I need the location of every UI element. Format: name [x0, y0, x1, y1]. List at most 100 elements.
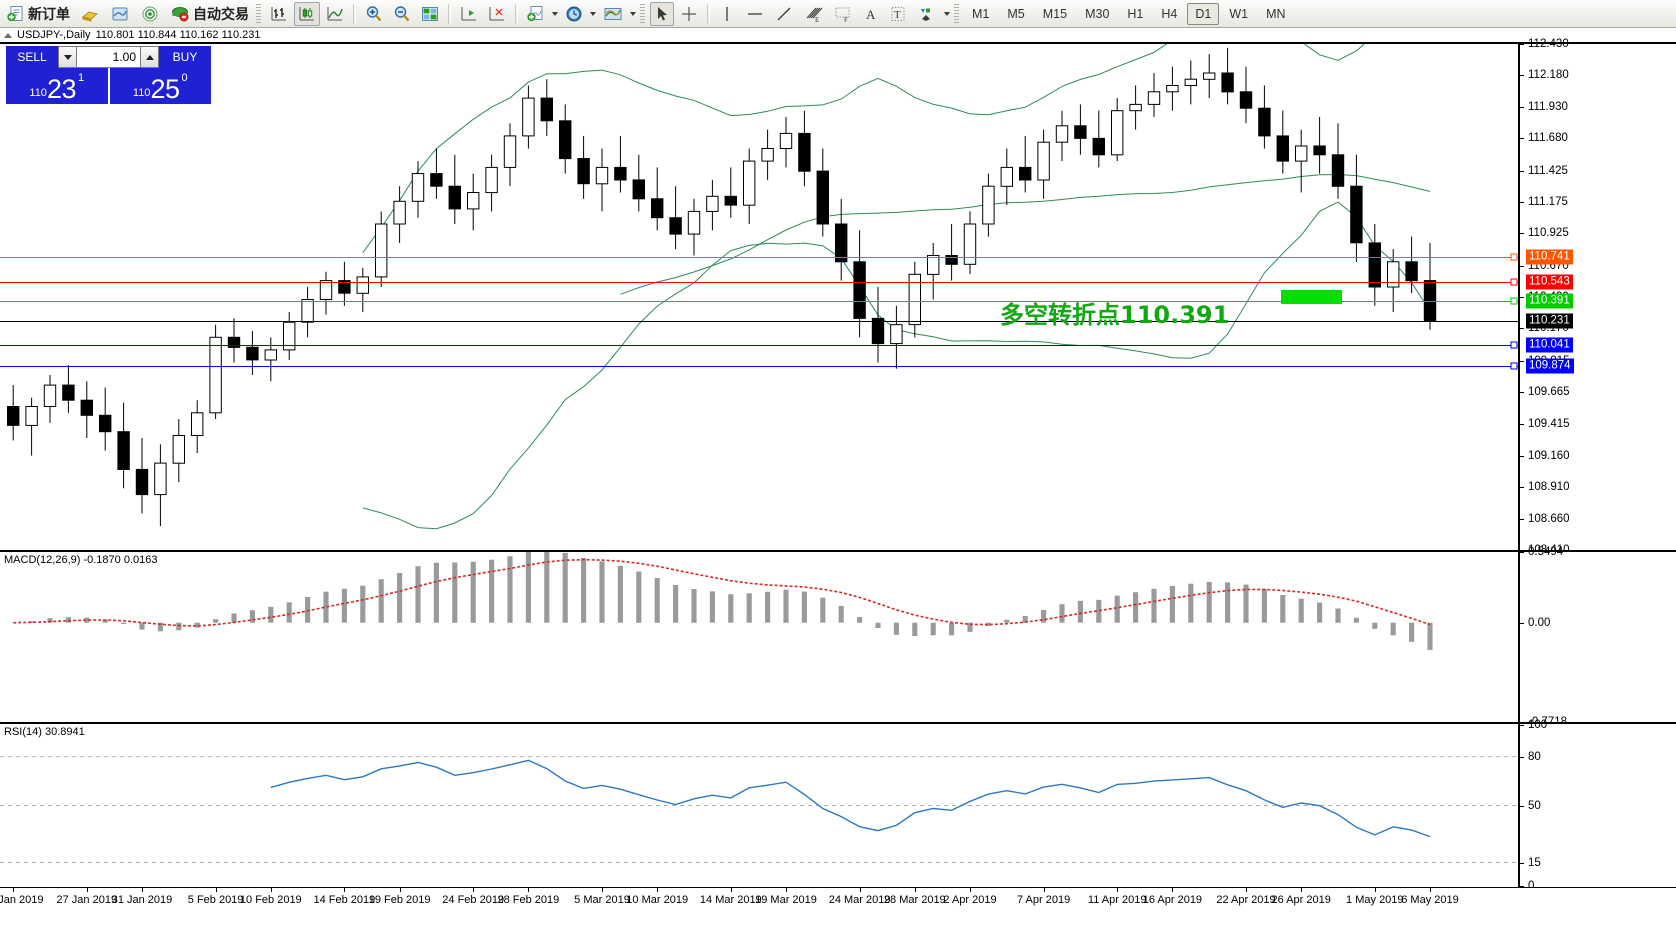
volume-increment-button[interactable]	[140, 46, 159, 68]
price-level-line[interactable]	[0, 281, 1518, 283]
date-axis-label: 28 Feb 2019	[497, 894, 560, 906]
toolbar-separator-2	[448, 3, 451, 24]
bar-chart-icon[interactable]	[266, 2, 292, 26]
gold-bars-icon[interactable]	[76, 2, 104, 26]
volume-stepper[interactable]: 1.00	[58, 46, 159, 68]
price-level-tag[interactable]: 110.391	[1526, 293, 1573, 309]
price-level-line[interactable]	[0, 300, 1518, 302]
timeframe-m1[interactable]: M1	[972, 6, 990, 21]
one-click-trading-panel[interactable]: SELL 1.00 BUY 110 23 1 110 25 0	[6, 46, 211, 104]
date-axis-tick	[344, 888, 346, 892]
date-axis-tick	[86, 888, 88, 892]
period-clock-icon[interactable]	[561, 2, 587, 26]
period-dropdown-caret[interactable]	[587, 3, 598, 25]
sell-price-big: 23	[46, 74, 77, 104]
add-indicator-icon[interactable]	[523, 2, 549, 26]
price-axis[interactable]: 112.430 112.180 111.930 111.680 111.425 111.1…	[1518, 38, 1676, 556]
timeframe-m30[interactable]: M30	[1085, 6, 1110, 21]
buy-price-button[interactable]: 110 25 0	[109, 68, 211, 104]
svg-text:E: E	[815, 16, 819, 23]
price-level-handle[interactable]	[1510, 278, 1518, 286]
crosshair-grid-icon[interactable]	[484, 2, 510, 26]
price-level-tag[interactable]: 110.741	[1526, 249, 1573, 265]
signal-icon[interactable]	[136, 2, 164, 26]
text-label-icon[interactable]: F	[829, 2, 857, 26]
price-level-line[interactable]	[0, 344, 1518, 346]
line-chart-icon[interactable]	[322, 2, 348, 26]
indicator-dropdown-caret[interactable]	[549, 3, 560, 25]
price-level-handle[interactable]	[1510, 297, 1518, 305]
sell-price-button[interactable]: 110 23 1	[6, 68, 108, 104]
macd-title: MACD(12,26,9) -0.1870 0.0163	[4, 554, 158, 566]
buy-button-label[interactable]: BUY	[159, 46, 211, 68]
oct-price-row: 110 23 1 110 25 0	[6, 68, 211, 104]
timeframe-mn[interactable]: MN	[1266, 6, 1286, 21]
macd-plot-area[interactable]	[0, 552, 1518, 722]
timeframe-m5[interactable]: M5	[1007, 6, 1025, 21]
date-axis-tick	[473, 888, 475, 892]
price-axis-label: 109.665	[1528, 386, 1570, 399]
price-level-handle[interactable]	[1510, 253, 1518, 261]
date-axis-tick	[1172, 888, 1174, 892]
zoom-in-icon[interactable]	[361, 2, 387, 26]
collapse-triangle-icon[interactable]	[4, 32, 12, 38]
buy-price-big: 25	[150, 74, 180, 104]
date-axis-tick	[399, 888, 401, 892]
vline-icon[interactable]	[715, 2, 739, 26]
price-level-tag[interactable]: 110.041	[1526, 337, 1573, 353]
hline-icon[interactable]	[741, 2, 769, 26]
candlestick-icon[interactable]	[294, 1, 320, 26]
price-axis-label: 112.180	[1528, 69, 1569, 82]
cursor-icon[interactable]	[650, 1, 674, 26]
autotrading-icon[interactable]: 自动交易	[166, 2, 253, 26]
rsi-axis-tick	[1520, 805, 1524, 807]
toolbar-grip-2[interactable]	[640, 3, 645, 24]
toolbar-grip[interactable]	[256, 3, 261, 24]
zoom-out-icon[interactable]	[389, 2, 415, 26]
date-axis-tick	[1301, 888, 1303, 892]
date-axis-tick	[657, 888, 659, 892]
rsi-axis-label: 80	[1528, 750, 1541, 763]
date-axis-label: 2 Apr 2019	[943, 894, 997, 906]
templates-icon[interactable]	[599, 2, 627, 26]
textbox-icon[interactable]: T	[885, 2, 911, 26]
shift-end-icon[interactable]	[456, 2, 482, 26]
volume-decrement-button[interactable]	[58, 46, 77, 68]
price-level-handle[interactable]	[1510, 341, 1518, 349]
price-level-tag[interactable]: 109.874	[1526, 358, 1574, 374]
price-level-tag[interactable]: 110.543	[1526, 274, 1573, 290]
rsi-plot-area[interactable]	[0, 724, 1518, 887]
sell-button-label[interactable]: SELL	[6, 46, 58, 68]
timeframe-m15[interactable]: M15	[1042, 6, 1068, 21]
shapes-icon[interactable]	[913, 2, 941, 26]
price-axis-tick	[1520, 170, 1524, 172]
price-level-tag[interactable]: 110.231	[1526, 313, 1573, 329]
tile-windows-icon[interactable]	[417, 2, 443, 26]
price-level-line[interactable]	[0, 320, 1518, 322]
timeframe-h1[interactable]: H1	[1127, 6, 1144, 21]
templates-dropdown-caret[interactable]	[627, 3, 638, 25]
shapes-dropdown-caret[interactable]	[941, 3, 952, 25]
timeframe-d1[interactable]: D1	[1187, 2, 1220, 25]
highlight-rectangle	[1281, 290, 1342, 304]
crosshair-icon[interactable]	[676, 2, 702, 26]
price-axis-label: 109.415	[1528, 417, 1570, 430]
volume-input[interactable]: 1.00	[77, 46, 140, 68]
timeframe-w1[interactable]: W1	[1229, 6, 1249, 21]
trendline-icon[interactable]	[771, 2, 797, 26]
text-icon[interactable]: A	[859, 2, 883, 26]
date-axis-label: 7 Apr 2019	[1016, 894, 1071, 906]
price-level-line[interactable]	[0, 365, 1518, 367]
price-level-handle[interactable]	[1510, 362, 1518, 370]
date-axis-label: 11 Apr 2019	[1087, 894, 1147, 906]
date-axis-tick	[1374, 888, 1376, 892]
oct-top-row: SELL 1.00 BUY	[6, 46, 211, 68]
terminal-icon[interactable]	[106, 2, 134, 26]
new-order-button[interactable]: 新订单	[3, 2, 74, 26]
price-level-line[interactable]	[0, 256, 1518, 258]
price-plot-area[interactable]	[0, 44, 1518, 550]
chart-ohlc-label: 110.801 110.844 110.162 110.231	[95, 29, 261, 41]
toolbar-grip-3[interactable]	[954, 3, 959, 24]
fibo-icon[interactable]: E	[799, 2, 827, 26]
timeframe-h4[interactable]: H4	[1161, 6, 1178, 21]
